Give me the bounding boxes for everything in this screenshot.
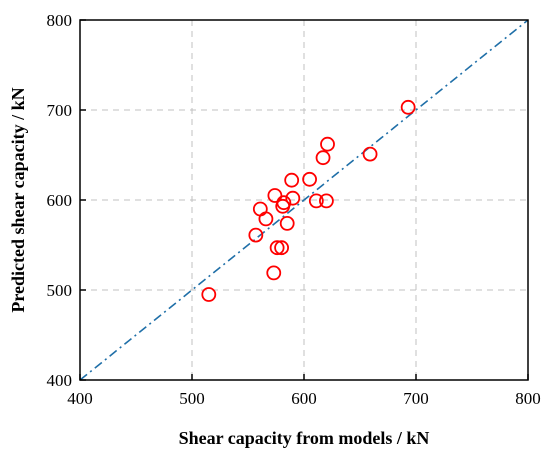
data-point (276, 195, 292, 211)
data-point (302, 171, 318, 187)
y-axis-title: Predicted shear capacity / kN (8, 87, 28, 312)
data-point (252, 201, 268, 217)
x-tick-label: 700 (403, 389, 429, 408)
data-point (315, 150, 331, 166)
x-tick-label: 500 (179, 389, 205, 408)
y-tick-label: 700 (47, 101, 73, 120)
data-point (284, 172, 300, 188)
data-point (258, 211, 274, 227)
x-axis-title: Shear capacity from models / kN (179, 428, 430, 448)
reference-line-y-equals-x (79, 19, 529, 381)
data-point (400, 99, 416, 115)
y-tick-label: 500 (47, 281, 73, 300)
data-point (279, 215, 295, 231)
data-point (269, 240, 285, 256)
x-tick-label: 800 (515, 389, 541, 408)
x-axis-ticks: 400 500 600 700 800 (67, 374, 541, 408)
data-point (285, 190, 301, 206)
x-tick-label: 600 (291, 389, 317, 408)
x-tick-label: 400 (67, 389, 93, 408)
data-point (320, 136, 335, 152)
data-point (201, 287, 217, 302)
data-point (248, 227, 264, 243)
data-point (308, 193, 324, 209)
data-point (274, 240, 290, 256)
data-point (362, 146, 378, 162)
y-tick-label: 400 (47, 371, 73, 390)
y-tick-label: 600 (47, 191, 73, 210)
data-point (318, 193, 334, 209)
data-point (266, 265, 282, 281)
y-tick-label: 800 (47, 11, 73, 30)
data-points (201, 99, 416, 302)
data-point (267, 188, 283, 203)
y-axis-ticks: 400 500 600 700 800 (47, 11, 86, 390)
